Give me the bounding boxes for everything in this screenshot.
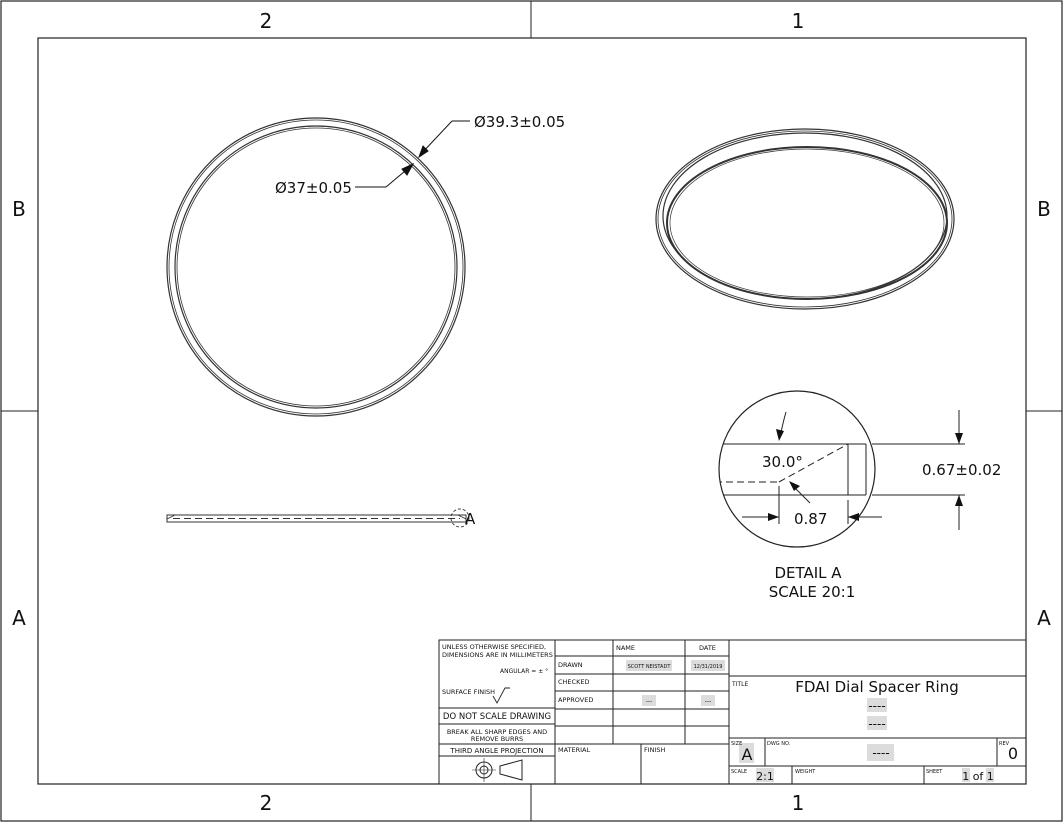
outer-diameter-leader bbox=[418, 120, 470, 159]
chamfer-angle-label: 30.0° bbox=[762, 453, 803, 471]
dwg-no-highlight bbox=[867, 744, 894, 761]
zone-label-top-1: 1 bbox=[792, 9, 805, 33]
weight-label: WEIGHT bbox=[795, 769, 816, 775]
title-line2-highlight bbox=[867, 698, 887, 712]
notes-projection: THIRD ANGLE PROJECTION bbox=[449, 747, 543, 755]
zone-label-bottom-2: 2 bbox=[260, 791, 273, 815]
zone-label-top-2: 2 bbox=[260, 9, 273, 33]
sheet-total-highlight bbox=[986, 768, 994, 782]
drawn-name: SCOTT NEISTADT bbox=[628, 664, 672, 670]
row-approved-label: APPROVED bbox=[558, 696, 593, 704]
row-checked-label: CHECKED bbox=[558, 678, 589, 686]
ring-isometric-view bbox=[655, 128, 955, 310]
scale-label: SCALE bbox=[731, 769, 747, 775]
header-name: NAME bbox=[616, 644, 635, 652]
approved-name-highlight bbox=[642, 695, 656, 706]
material-label: MATERIAL bbox=[558, 746, 591, 754]
zone-label-bottom-1: 1 bbox=[792, 791, 805, 815]
zone-label-right-b: B bbox=[1037, 197, 1051, 221]
drawn-date: 12/31/2019 bbox=[694, 664, 723, 670]
size-highlight bbox=[739, 743, 754, 763]
rev-label: REV bbox=[999, 741, 1010, 747]
title-label: TITLE bbox=[731, 681, 748, 688]
zone-label-left-a: A bbox=[12, 606, 26, 630]
row-drawn-label: DRAWN bbox=[558, 661, 583, 669]
notes-break-edges-2: REMOVE BURRS bbox=[471, 735, 523, 743]
scale-value: 2:1 bbox=[756, 770, 774, 783]
surface-finish-icon bbox=[492, 687, 510, 704]
drawn-date-highlight bbox=[691, 660, 725, 671]
rev-value: 0 bbox=[1008, 744, 1018, 763]
notes-line1: UNLESS OTHERWISE SPECIFIED, bbox=[442, 643, 546, 651]
inner-diameter-leader bbox=[355, 162, 415, 188]
title-block bbox=[438, 639, 1027, 785]
detail-a-scale: SCALE 20:1 bbox=[769, 583, 856, 601]
drawing-title: FDAI Dial Spacer Ring bbox=[795, 678, 958, 696]
detail-a-title: DETAIL A bbox=[774, 564, 842, 582]
ring-side-view bbox=[166, 514, 467, 523]
drawing-title-line2: ---- bbox=[868, 699, 885, 713]
thickness-dimension-label: 0.67±0.02 bbox=[922, 461, 1001, 479]
sheet-label: SHEET bbox=[926, 769, 943, 775]
sheet-num-highlight bbox=[962, 768, 970, 782]
detail-a-marker: A bbox=[465, 510, 476, 528]
approved-date-highlight bbox=[701, 695, 715, 706]
ring-front-view bbox=[166, 117, 466, 417]
dwg-no-value: ---- bbox=[872, 746, 889, 760]
outer-diameter-label: Ø39.3±0.05 bbox=[474, 113, 565, 131]
size-label: SIZE bbox=[731, 741, 742, 747]
title-line3-highlight bbox=[867, 716, 887, 730]
drawing-title-line3: ---- bbox=[868, 717, 885, 731]
zone-label-left-b: B bbox=[12, 197, 26, 221]
notes-angular: ANGULAR = ± ° bbox=[500, 668, 548, 675]
approved-date: --- bbox=[705, 698, 712, 705]
finish-label: FINISH bbox=[644, 746, 666, 754]
inner-diameter-label: Ø37±0.05 bbox=[275, 179, 352, 197]
drawn-name-highlight bbox=[626, 660, 672, 671]
sheet-value: 1 of 1 bbox=[962, 770, 994, 783]
notes-line2: DIMENSIONS ARE IN MILLIMETERS bbox=[442, 651, 553, 659]
notes-surface-finish: SURFACE FINISH bbox=[442, 688, 495, 696]
size-value: A bbox=[742, 745, 753, 764]
detail-a-callout-circle bbox=[450, 508, 470, 528]
notes-do-not-scale: DO NOT SCALE DRAWING bbox=[443, 712, 551, 722]
scale-highlight bbox=[756, 768, 774, 782]
third-angle-projection-icon bbox=[472, 758, 523, 782]
approved-name: --- bbox=[646, 698, 653, 705]
chamfer-length-label: 0.87 bbox=[794, 510, 827, 528]
notes-break-edges-1: BREAK ALL SHARP EDGES AND bbox=[447, 728, 547, 736]
zone-label-right-a: A bbox=[1037, 606, 1051, 630]
dwg-no-label: DWG NO. bbox=[767, 741, 791, 747]
header-date: DATE bbox=[699, 644, 716, 652]
detail-a-view bbox=[718, 390, 965, 548]
